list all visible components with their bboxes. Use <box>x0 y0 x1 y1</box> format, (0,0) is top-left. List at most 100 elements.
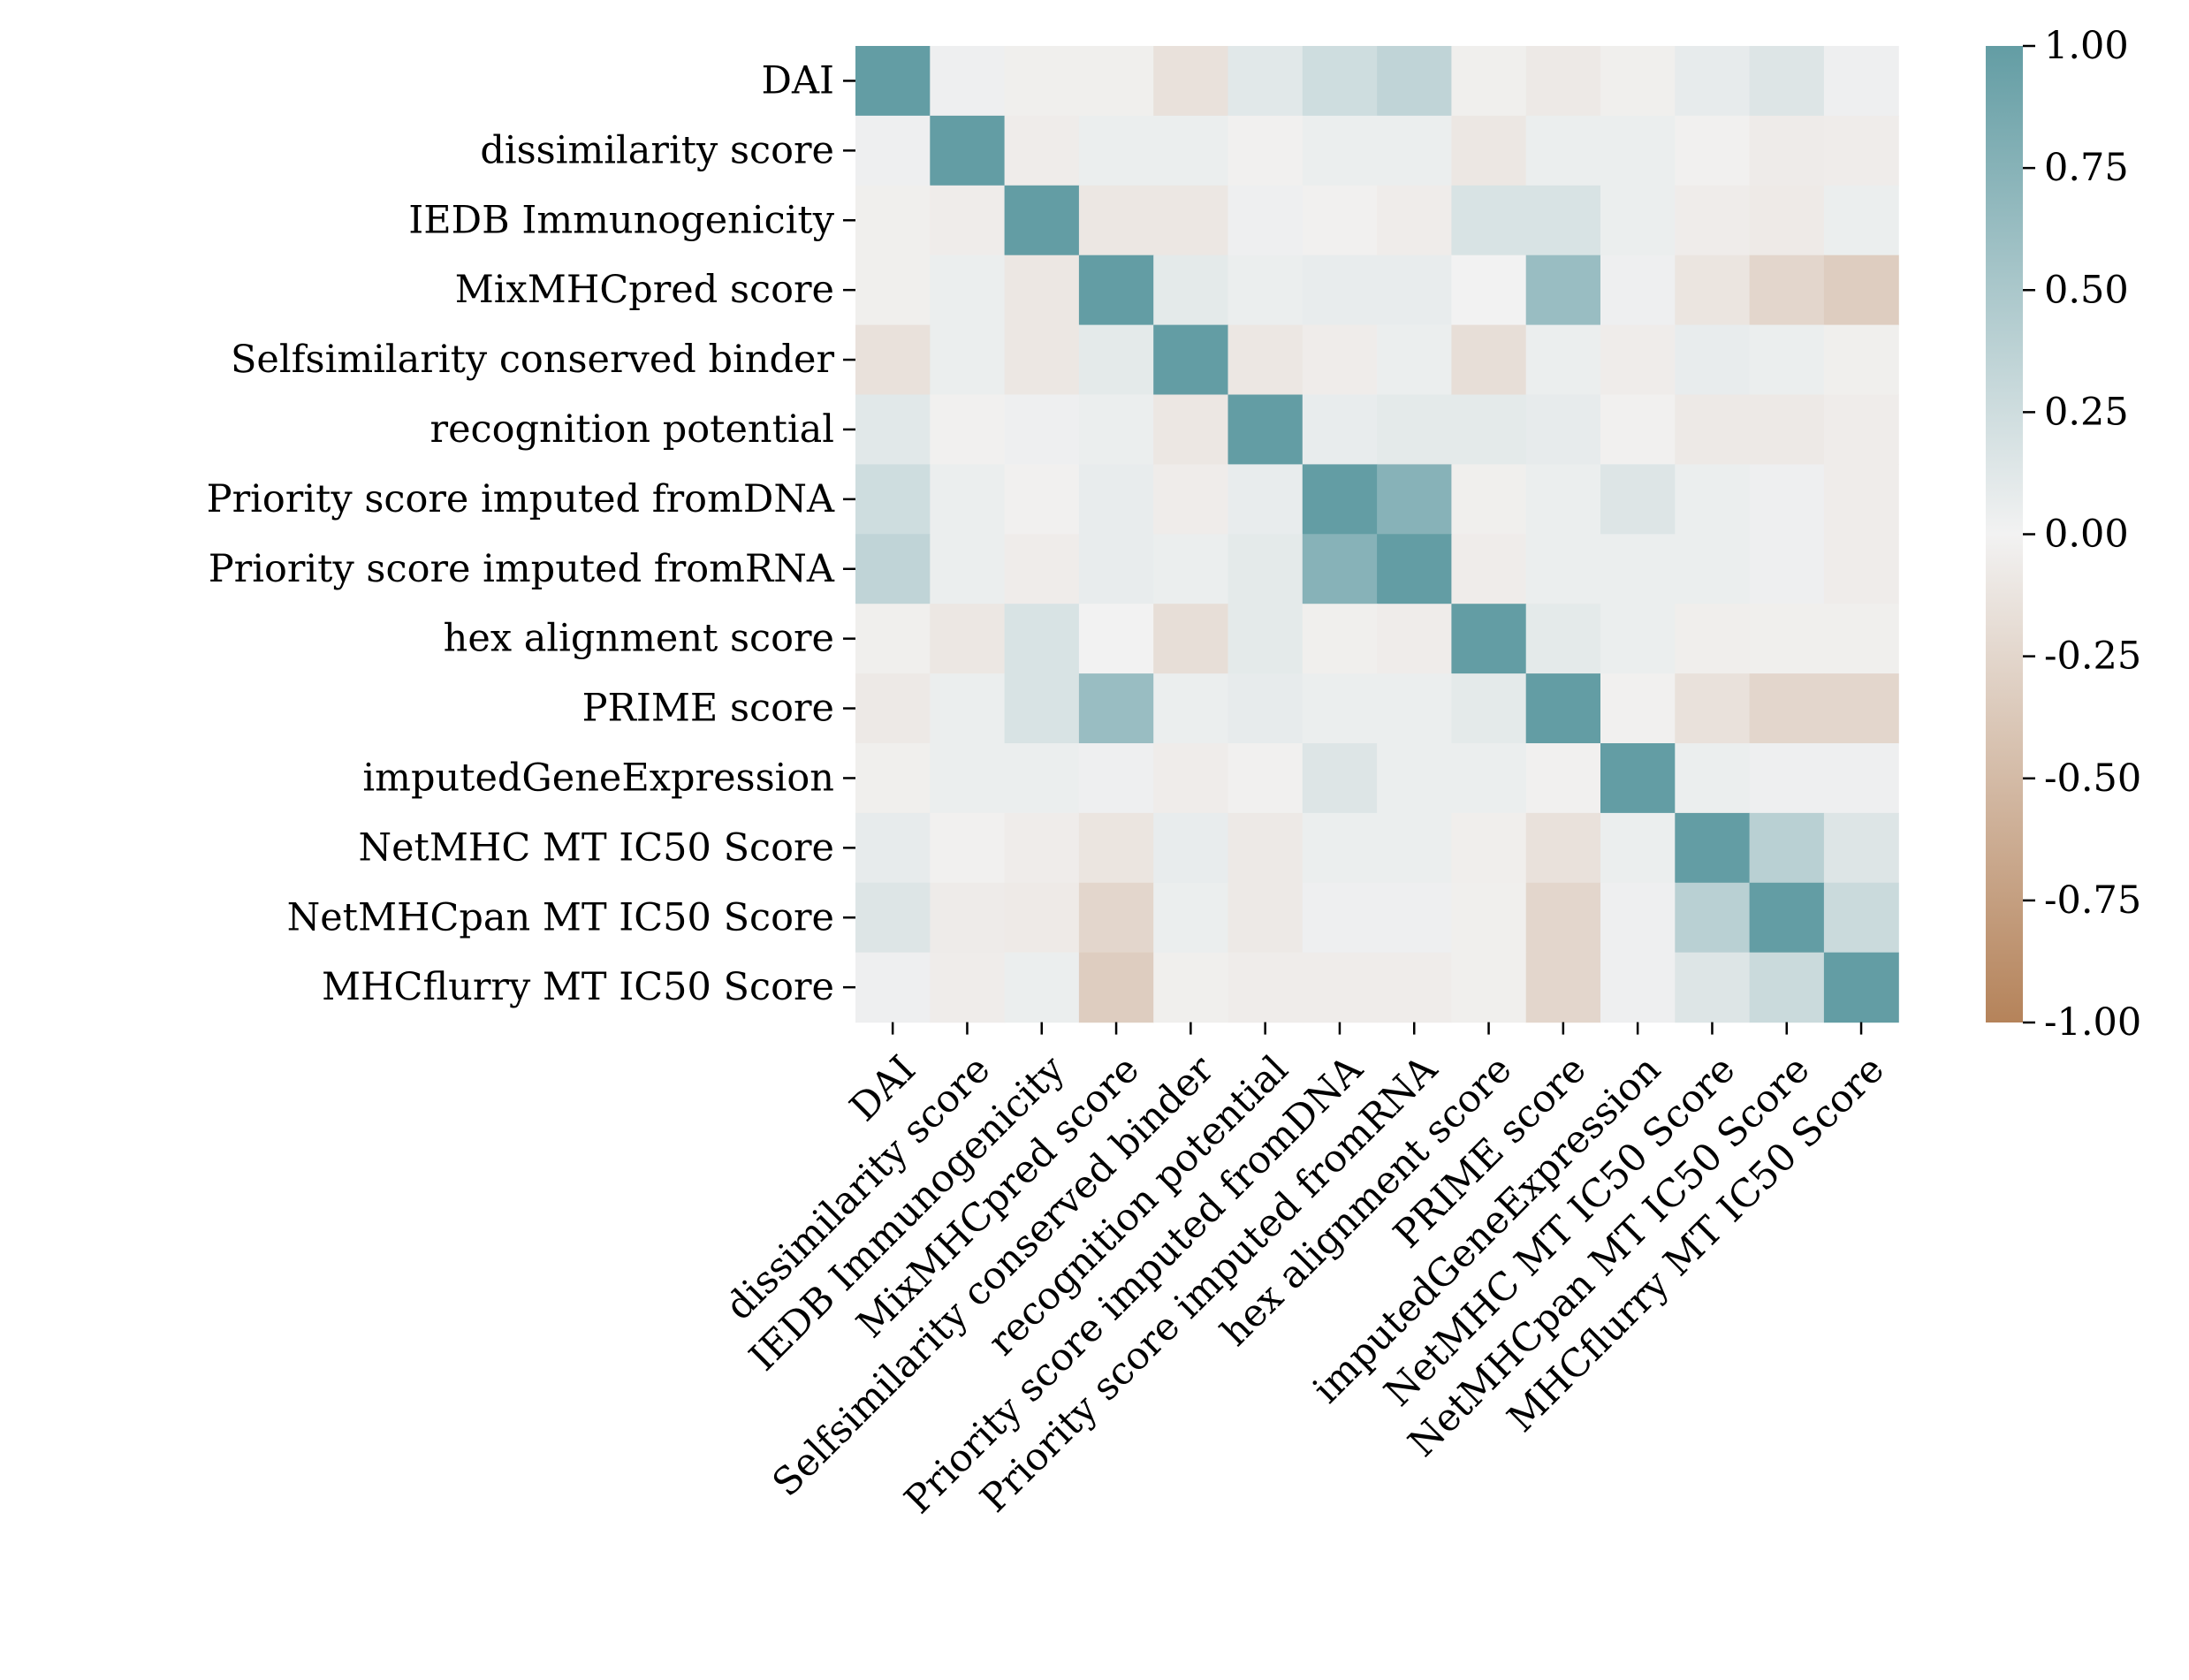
colorbar: 1.00 0.75 0.50 0.25 0.00 -0.25 -0.50 -0.75 -1.00 <box>1986 24 2141 1045</box>
heatmap-cell-7-7 <box>1377 534 1452 604</box>
heatmap-cell-2-1 <box>930 185 1006 256</box>
heatmap-cell-2-11 <box>1675 185 1751 256</box>
colorbar-tick-label: 0.25 <box>2044 390 2129 434</box>
heatmap-cell-5-9 <box>1525 394 1601 465</box>
heatmap-cell-0-7 <box>1377 46 1452 117</box>
heatmap-cell-7-2 <box>1004 534 1080 604</box>
y-tick-label: MixMHCpred score <box>455 268 834 312</box>
heatmap-cell-6-0 <box>855 464 931 535</box>
heatmap-cell-12-11 <box>1675 882 1751 954</box>
heatmap-cell-4-10 <box>1600 324 1676 396</box>
heatmap-cell-11-12 <box>1749 812 1825 884</box>
heatmap-cell-10-12 <box>1749 743 1825 814</box>
heatmap-cell-0-1 <box>930 46 1006 117</box>
heatmap-cell-1-11 <box>1675 115 1751 186</box>
heatmap-cell-7-4 <box>1153 534 1229 604</box>
heatmap-cell-9-2 <box>1004 673 1080 744</box>
heatmap-cell-7-10 <box>1600 534 1676 604</box>
heatmap-cell-13-6 <box>1302 952 1378 1023</box>
heatmap-cell-2-12 <box>1749 185 1825 256</box>
heatmap-cell-13-13 <box>1823 952 1899 1023</box>
y-tick-label: dissimilarity score <box>480 128 834 172</box>
heatmap-cell-6-4 <box>1153 464 1229 535</box>
y-tick-label: recognition potential <box>430 407 834 452</box>
heatmap-cell-10-7 <box>1377 743 1452 814</box>
heatmap-cell-0-12 <box>1749 46 1825 117</box>
heatmap-cell-1-5 <box>1228 115 1304 186</box>
heatmap-cell-8-4 <box>1153 604 1229 674</box>
heatmap-cell-12-9 <box>1525 882 1601 954</box>
y-tick-label: NetMHC MT IC50 Score <box>358 825 834 870</box>
heatmap-cell-3-3 <box>1078 255 1154 326</box>
heatmap-cell-1-8 <box>1451 115 1527 186</box>
heatmap-cell-3-1 <box>930 255 1006 326</box>
heatmap-cell-4-8 <box>1451 324 1527 396</box>
heatmap-cell-1-1 <box>930 115 1006 186</box>
heatmap-cell-6-13 <box>1823 464 1899 535</box>
heatmap-cell-12-13 <box>1823 882 1899 954</box>
heatmap-cell-8-1 <box>930 604 1006 674</box>
heatmap-cell-10-9 <box>1525 743 1601 814</box>
heatmap-cell-11-13 <box>1823 812 1899 884</box>
heatmap-cell-7-13 <box>1823 534 1899 604</box>
heatmap-cell-0-13 <box>1823 46 1899 117</box>
y-tick-label: Priority score imputed fromRNA <box>209 547 835 591</box>
heatmap-cell-9-4 <box>1153 673 1229 744</box>
heatmap-cell-13-7 <box>1377 952 1452 1023</box>
heatmap-cell-4-3 <box>1078 324 1154 396</box>
heatmap-cell-5-4 <box>1153 394 1229 465</box>
heatmap-cell-13-2 <box>1004 952 1080 1023</box>
heatmap-cell-3-8 <box>1451 255 1527 326</box>
heatmap-cell-7-6 <box>1302 534 1378 604</box>
heatmap-cell-13-12 <box>1749 952 1825 1023</box>
heatmap-cell-8-6 <box>1302 604 1378 674</box>
heatmap-cell-0-8 <box>1451 46 1527 117</box>
heatmap-cell-9-10 <box>1600 673 1676 744</box>
heatmap-cell-11-11 <box>1675 812 1751 884</box>
heatmap-cell-4-7 <box>1377 324 1452 396</box>
heatmap-cell-11-8 <box>1451 812 1527 884</box>
y-tick-label: imputedGeneExpression <box>362 756 834 800</box>
heatmap-cell-2-6 <box>1302 185 1378 256</box>
heatmap-cell-6-11 <box>1675 464 1751 535</box>
heatmap-cell-10-0 <box>855 743 931 814</box>
heatmap-cell-4-9 <box>1525 324 1601 396</box>
heatmap-cell-8-0 <box>855 604 931 674</box>
heatmap-cell-3-6 <box>1302 255 1378 326</box>
heatmap-cell-5-7 <box>1377 394 1452 465</box>
heatmap-cell-13-5 <box>1228 952 1304 1023</box>
colorbar-tick-label: -0.25 <box>2044 635 2141 679</box>
heatmap-cell-8-8 <box>1451 604 1527 674</box>
heatmap-cell-11-3 <box>1078 812 1154 884</box>
heatmap-cell-10-13 <box>1823 743 1899 814</box>
heatmap-cell-6-2 <box>1004 464 1080 535</box>
heatmap-cell-9-9 <box>1525 673 1601 744</box>
heatmap-cell-11-6 <box>1302 812 1378 884</box>
heatmap-cell-0-6 <box>1302 46 1378 117</box>
heatmap-cell-10-6 <box>1302 743 1378 814</box>
colorbar-tick-label: 0.75 <box>2044 146 2129 190</box>
heatmap-cell-5-2 <box>1004 394 1080 465</box>
heatmap-cell-1-13 <box>1823 115 1899 186</box>
heatmap-cell-10-8 <box>1451 743 1527 814</box>
heatmap-cell-3-5 <box>1228 255 1304 326</box>
heatmap-cell-10-2 <box>1004 743 1080 814</box>
heatmap-cell-0-10 <box>1600 46 1676 117</box>
heatmap-cell-10-11 <box>1675 743 1751 814</box>
heatmap-cell-6-10 <box>1600 464 1676 535</box>
heatmap-cell-9-0 <box>855 673 931 744</box>
heatmap-cell-2-4 <box>1153 185 1229 256</box>
heatmap-cell-12-10 <box>1600 882 1676 954</box>
heatmap-cell-13-1 <box>930 952 1006 1023</box>
colorbar-tick-label: 1.00 <box>2044 24 2129 68</box>
heatmap-cell-9-6 <box>1302 673 1378 744</box>
colorbar-tick-label: -0.50 <box>2044 756 2141 801</box>
y-tick-label: hex alignment score <box>444 617 834 661</box>
heatmap-cell-4-2 <box>1004 324 1080 396</box>
heatmap-cell-9-8 <box>1451 673 1527 744</box>
heatmap-cell-10-3 <box>1078 743 1154 814</box>
heatmap-cell-3-4 <box>1153 255 1229 326</box>
heatmap-cell-3-7 <box>1377 255 1452 326</box>
heatmap-cell-5-13 <box>1823 394 1899 465</box>
heatmap-cell-4-6 <box>1302 324 1378 396</box>
